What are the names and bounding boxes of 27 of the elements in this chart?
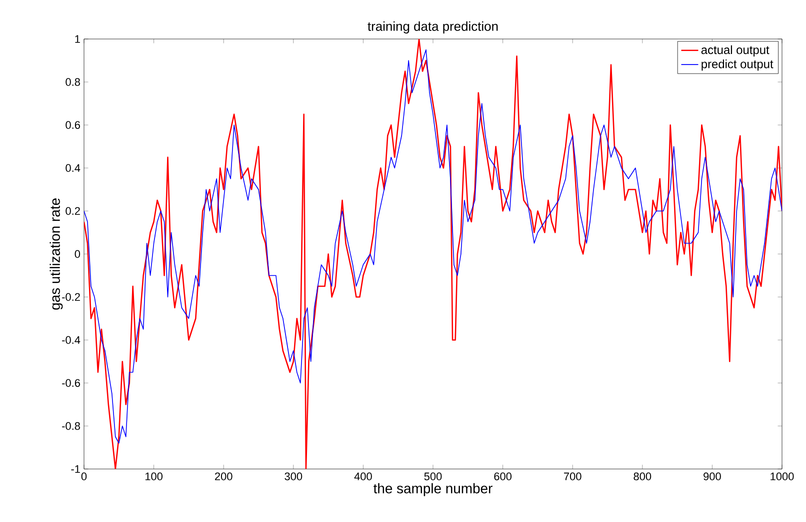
legend-label: predict output (702, 59, 774, 71)
chart-title: training data prediction (368, 21, 498, 34)
x-tick-label: 100 (145, 472, 162, 480)
y-tick-label: 0.6 (66, 121, 80, 129)
x-tick-label: 0 (81, 472, 87, 480)
x-tick-label: 1000 (770, 472, 794, 480)
y-tick-label: 0.4 (66, 164, 80, 172)
x-tick-label: 500 (424, 472, 442, 480)
x-tick-label: 200 (215, 472, 232, 480)
y-tick-label: 0.8 (66, 78, 80, 86)
y-tick-label: 0.2 (66, 207, 80, 215)
legend-label: actual output (701, 45, 770, 56)
x-tick-label: 400 (354, 472, 372, 480)
y-tick-label: -0.6 (62, 379, 80, 387)
x-axis-title: the sample number (374, 483, 492, 496)
y-tick-label: -1 (71, 465, 80, 473)
y-tick-label: 0 (74, 250, 80, 258)
y-tick-label: -0.2 (62, 293, 80, 301)
y-axis-title: gas utilization rate (50, 198, 63, 310)
x-tick-label: 900 (704, 472, 721, 480)
y-tick-label: -0.4 (62, 336, 80, 344)
y-tick-label: 1 (75, 35, 80, 43)
y-tick-label: -0.8 (62, 422, 80, 430)
x-tick-label: 300 (284, 472, 302, 480)
x-tick-label: 600 (494, 472, 512, 480)
x-tick-label: 800 (634, 472, 652, 480)
x-tick-label: 700 (564, 472, 582, 480)
